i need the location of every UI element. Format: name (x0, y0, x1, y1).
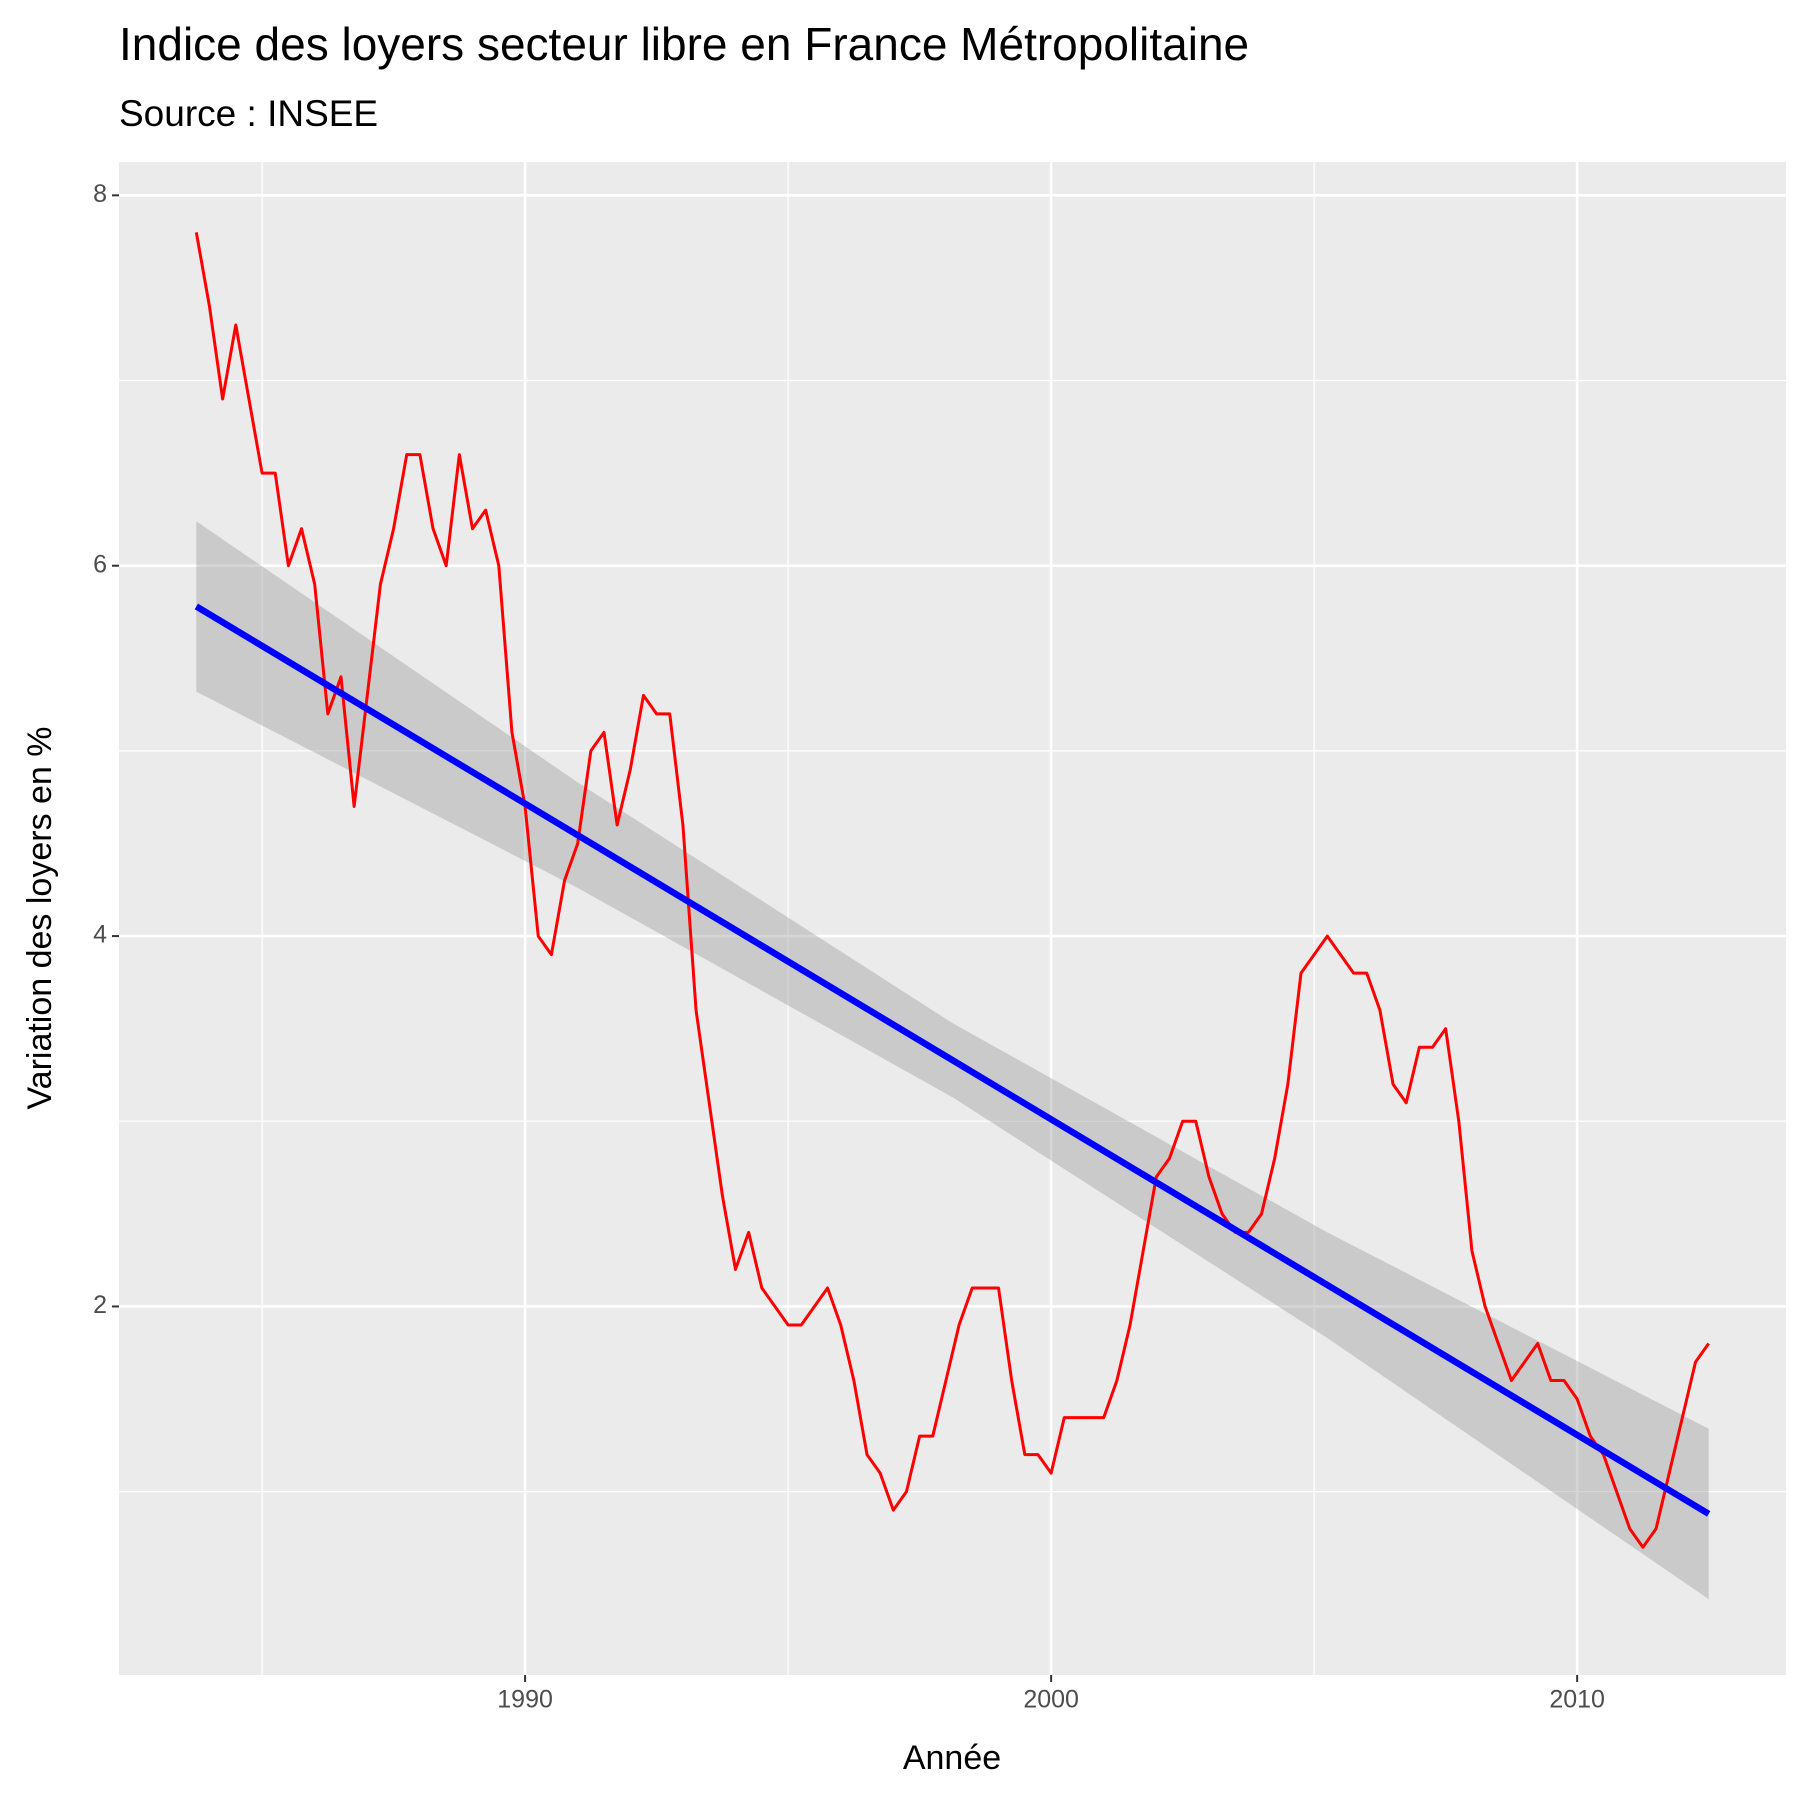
chart-subtitle: Source : INSEE (119, 93, 378, 134)
y-tick-label: 8 (93, 180, 107, 208)
y-tick-label: 2 (93, 1291, 107, 1319)
y-axis-title: Variation des loyers en % (21, 726, 59, 1109)
x-tick-label: 1990 (497, 1686, 553, 1714)
x-axis-title: Année (903, 1739, 1001, 1777)
trend-line (194, 603, 1711, 1517)
chart-title: Indice des loyers secteur libre en Franc… (119, 18, 1249, 70)
plot-panel (119, 162, 1786, 1675)
y-tick-label: 6 (93, 550, 107, 578)
data-line (194, 232, 1710, 1549)
y-tick-label: 4 (93, 921, 107, 949)
x-tick-label: 2000 (1023, 1686, 1079, 1714)
x-tick-label: 2010 (1549, 1686, 1605, 1714)
